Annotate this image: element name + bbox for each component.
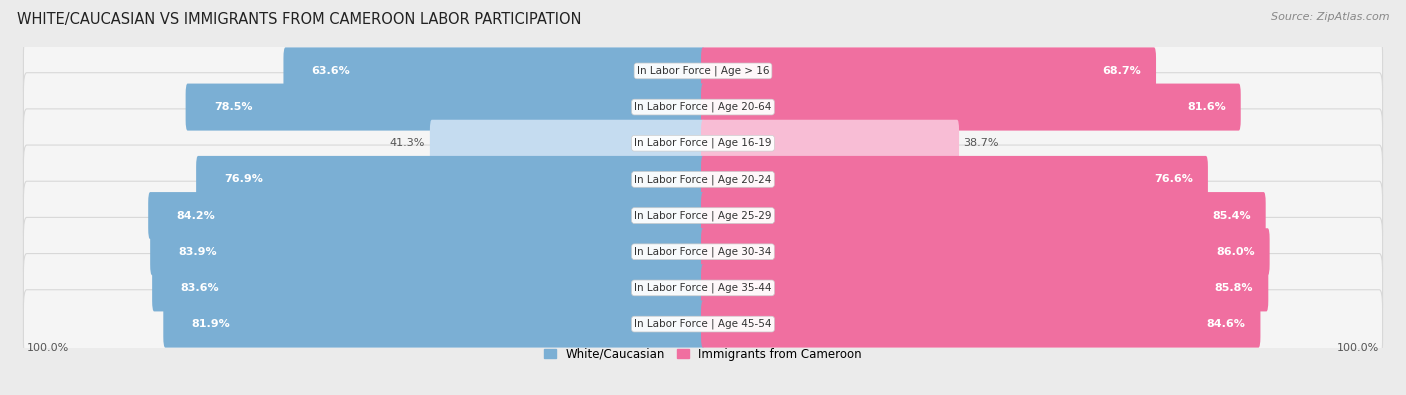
Text: 83.9%: 83.9% [179, 247, 217, 257]
FancyBboxPatch shape [702, 84, 1240, 131]
Text: 78.5%: 78.5% [214, 102, 252, 112]
FancyBboxPatch shape [284, 47, 704, 94]
Text: In Labor Force | Age 16-19: In Labor Force | Age 16-19 [634, 138, 772, 149]
FancyBboxPatch shape [702, 228, 1270, 275]
FancyBboxPatch shape [24, 217, 1382, 286]
Text: In Labor Force | Age 35-44: In Labor Force | Age 35-44 [634, 283, 772, 293]
FancyBboxPatch shape [702, 192, 1265, 239]
FancyBboxPatch shape [195, 156, 704, 203]
Text: 81.9%: 81.9% [191, 319, 231, 329]
Text: 86.0%: 86.0% [1216, 247, 1254, 257]
FancyBboxPatch shape [186, 84, 704, 131]
FancyBboxPatch shape [150, 228, 704, 275]
Text: 84.2%: 84.2% [176, 211, 215, 220]
FancyBboxPatch shape [702, 264, 1268, 311]
FancyBboxPatch shape [24, 254, 1382, 322]
FancyBboxPatch shape [702, 301, 1260, 348]
Text: In Labor Force | Age 20-64: In Labor Force | Age 20-64 [634, 102, 772, 112]
FancyBboxPatch shape [702, 47, 1156, 94]
Text: 81.6%: 81.6% [1187, 102, 1226, 112]
FancyBboxPatch shape [24, 181, 1382, 250]
Text: In Labor Force | Age 20-24: In Labor Force | Age 20-24 [634, 174, 772, 185]
Text: 85.4%: 85.4% [1212, 211, 1250, 220]
Text: 76.9%: 76.9% [225, 175, 263, 184]
Legend: White/Caucasian, Immigrants from Cameroon: White/Caucasian, Immigrants from Cameroo… [540, 343, 866, 366]
FancyBboxPatch shape [148, 192, 704, 239]
Text: In Labor Force | Age 30-34: In Labor Force | Age 30-34 [634, 246, 772, 257]
FancyBboxPatch shape [24, 145, 1382, 214]
FancyBboxPatch shape [24, 109, 1382, 178]
Text: 85.8%: 85.8% [1215, 283, 1253, 293]
Text: WHITE/CAUCASIAN VS IMMIGRANTS FROM CAMEROON LABOR PARTICIPATION: WHITE/CAUCASIAN VS IMMIGRANTS FROM CAMER… [17, 12, 581, 27]
FancyBboxPatch shape [24, 73, 1382, 141]
Text: 100.0%: 100.0% [27, 342, 69, 353]
Text: In Labor Force | Age > 16: In Labor Force | Age > 16 [637, 66, 769, 76]
Text: 83.6%: 83.6% [180, 283, 219, 293]
Text: 100.0%: 100.0% [1337, 342, 1379, 353]
FancyBboxPatch shape [152, 264, 704, 311]
FancyBboxPatch shape [430, 120, 704, 167]
Text: 41.3%: 41.3% [389, 138, 425, 148]
Text: 63.6%: 63.6% [312, 66, 350, 76]
FancyBboxPatch shape [163, 301, 704, 348]
Text: 38.7%: 38.7% [963, 138, 1000, 148]
FancyBboxPatch shape [24, 37, 1382, 105]
Text: In Labor Force | Age 45-54: In Labor Force | Age 45-54 [634, 319, 772, 329]
Text: 84.6%: 84.6% [1206, 319, 1246, 329]
FancyBboxPatch shape [702, 120, 959, 167]
Text: In Labor Force | Age 25-29: In Labor Force | Age 25-29 [634, 210, 772, 221]
Text: 76.6%: 76.6% [1154, 175, 1192, 184]
Text: Source: ZipAtlas.com: Source: ZipAtlas.com [1271, 12, 1389, 22]
Text: 68.7%: 68.7% [1102, 66, 1140, 76]
FancyBboxPatch shape [24, 290, 1382, 358]
FancyBboxPatch shape [702, 156, 1208, 203]
